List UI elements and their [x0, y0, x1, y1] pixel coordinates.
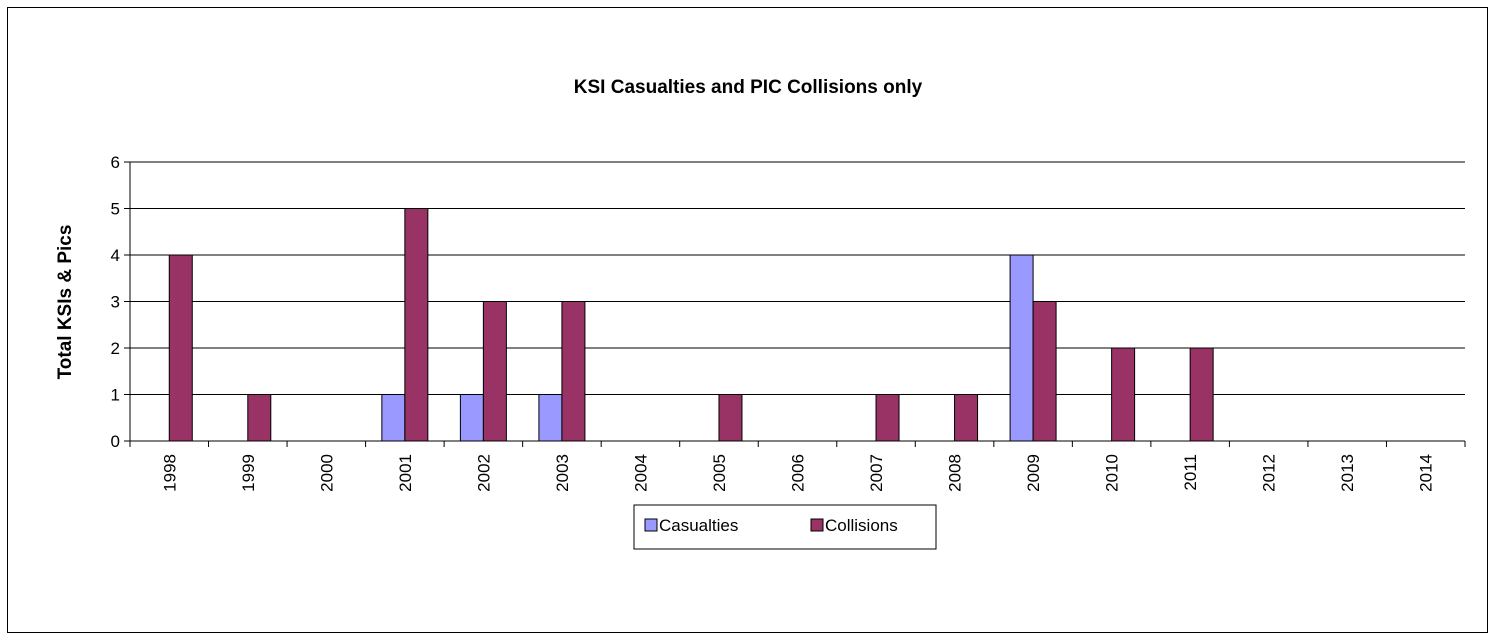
y-tick-label: 1 — [111, 386, 120, 405]
x-tick-label: 1999 — [239, 454, 258, 492]
x-tick-label: 2011 — [1181, 454, 1200, 491]
y-tick-labels: 0 1 2 3 4 5 6 — [111, 153, 120, 451]
x-tick-label: 2007 — [867, 454, 886, 492]
bar-collisions-2003 — [561, 301, 586, 442]
bar-collisions-2007 — [875, 394, 900, 442]
x-tick-label: 1998 — [160, 454, 179, 492]
bar-collisions-1999 — [247, 394, 272, 442]
x-tick-label: 2012 — [1260, 454, 1279, 492]
bars — [168, 208, 1214, 442]
bar-collisions-2002 — [482, 301, 507, 442]
y-tick-label: 6 — [111, 153, 120, 172]
x-tick-label: 2000 — [317, 454, 336, 492]
x-tick-label: 2006 — [789, 454, 808, 492]
x-tick-label: 2014 — [1417, 454, 1436, 492]
y-tick-label: 5 — [111, 200, 120, 219]
bar-casualties-2001 — [381, 394, 406, 442]
gridlines — [130, 161, 1465, 395]
bar-collisions-2005 — [718, 394, 743, 442]
legend: Casualties Collisions — [633, 504, 937, 550]
bar-collisions-2009 — [1032, 301, 1057, 442]
x-tick-label: 2003 — [553, 454, 572, 492]
legend-label-casualties: Casualties — [659, 516, 738, 535]
legend-label-collisions: Collisions — [825, 516, 898, 535]
bar-collisions-2010 — [1111, 347, 1136, 442]
bar-casualties-2002 — [459, 394, 484, 442]
x-tick-label: 2008 — [946, 454, 965, 492]
y-axis-title: Total KSIs & Pics — [55, 225, 76, 380]
x-tick-label: 2004 — [631, 454, 650, 492]
y-tick-label: 0 — [111, 432, 120, 451]
x-tick-label: 2010 — [1103, 454, 1122, 492]
x-tick-label: 2009 — [1024, 454, 1043, 492]
y-tick-label: 4 — [111, 246, 120, 265]
chart-title: KSI Casualties and PIC Collisions only — [574, 77, 923, 98]
legend-swatch-collisions — [810, 518, 824, 532]
bar-collisions-2011 — [1189, 347, 1214, 442]
bar-casualties-2009 — [1009, 254, 1034, 442]
legend-swatch-casualties — [644, 518, 658, 532]
y-tick-label: 3 — [111, 293, 120, 312]
bar-collisions-2008 — [954, 394, 979, 442]
axes — [124, 161, 1466, 447]
x-tick-label: 2005 — [710, 454, 729, 492]
x-tick-labels: 1998 1999 2000 2001 2002 2003 2004 2005 2006 2007… — [160, 454, 1435, 492]
bar-casualties-2003 — [538, 394, 563, 442]
y-tick-label: 2 — [111, 339, 120, 358]
legend-box — [633, 504, 937, 550]
x-tick-label: 2002 — [474, 454, 493, 492]
bar-collisions-2001 — [404, 208, 429, 442]
x-tick-label: 2001 — [396, 454, 415, 492]
x-tick-label: 2013 — [1338, 454, 1357, 492]
bar-collisions-1998 — [168, 254, 193, 442]
